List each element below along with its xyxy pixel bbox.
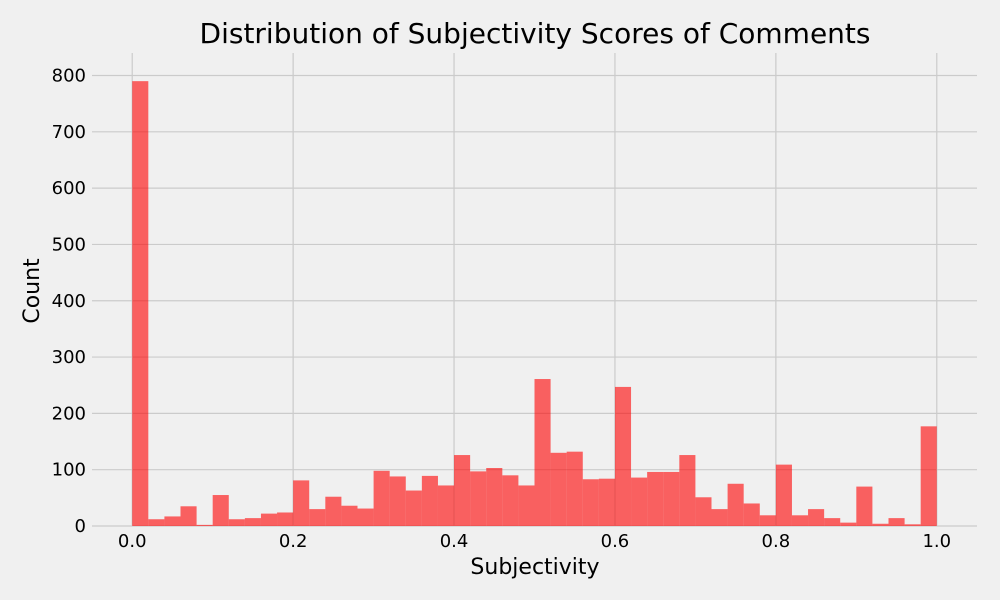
histogram-bar bbox=[663, 471, 680, 526]
histogram-bar bbox=[824, 518, 841, 526]
histogram-bar bbox=[711, 509, 728, 526]
histogram-bar bbox=[277, 512, 294, 526]
x-tick-label: 1.0 bbox=[922, 531, 951, 552]
histogram-bar bbox=[260, 513, 278, 526]
histogram-bar bbox=[904, 524, 921, 526]
y-tick-label: 500 bbox=[52, 234, 86, 255]
histogram-bar bbox=[164, 516, 181, 526]
y-tick-label: 0 bbox=[75, 516, 86, 537]
histogram-bars bbox=[132, 81, 937, 527]
histogram-bar bbox=[502, 475, 519, 526]
histogram-bar bbox=[470, 471, 487, 526]
histogram-bar bbox=[856, 486, 873, 526]
y-tick-label: 800 bbox=[52, 66, 86, 87]
x-tick-label: 0.8 bbox=[762, 531, 791, 552]
histogram-bar bbox=[614, 386, 632, 526]
histogram-bar bbox=[631, 477, 648, 526]
histogram-bar bbox=[534, 379, 551, 526]
histogram-bar bbox=[775, 464, 792, 526]
histogram-bar bbox=[373, 470, 390, 526]
histogram-bar bbox=[679, 455, 696, 526]
y-tick-label: 400 bbox=[52, 291, 86, 312]
histogram-bar bbox=[325, 496, 342, 526]
histogram-bar bbox=[148, 519, 165, 526]
histogram-bar bbox=[791, 515, 809, 526]
histogram-bar bbox=[421, 475, 438, 526]
histogram-bar bbox=[695, 497, 712, 526]
histogram-bar bbox=[582, 479, 599, 526]
histogram-bar bbox=[840, 522, 857, 526]
histogram-bar bbox=[341, 505, 358, 526]
histogram-bar bbox=[888, 518, 905, 526]
x-tick-label: 0.6 bbox=[601, 531, 630, 552]
y-tick-label: 600 bbox=[52, 178, 86, 199]
x-tick-label: 0.4 bbox=[440, 531, 469, 552]
histogram-bar bbox=[566, 451, 583, 526]
histogram-bar bbox=[437, 485, 455, 526]
y-tick-label: 200 bbox=[52, 403, 86, 424]
x-tick-label: 0.2 bbox=[279, 531, 308, 552]
histogram-bar bbox=[743, 503, 760, 526]
histogram-bar bbox=[389, 476, 406, 526]
histogram-bar bbox=[293, 480, 310, 526]
histogram-bar bbox=[808, 509, 825, 526]
histogram-bar bbox=[244, 518, 261, 526]
histogram-bar bbox=[727, 483, 744, 526]
tick-labels: 0.0 0.2 0.4 0.6 0.8 1.0 0 100 200 300 400 500 600 700… bbox=[52, 66, 951, 552]
y-axis-label: Count bbox=[20, 258, 45, 324]
histogram-bar bbox=[598, 478, 615, 526]
histogram-bar bbox=[550, 452, 567, 526]
histogram-bar bbox=[228, 519, 245, 526]
histogram-bar bbox=[196, 524, 213, 526]
histogram-bar bbox=[872, 523, 889, 526]
histogram-bar bbox=[180, 506, 197, 526]
x-tick-label: 0.0 bbox=[118, 531, 147, 552]
histogram-bar bbox=[132, 81, 149, 527]
histogram-bar bbox=[454, 455, 471, 526]
histogram-bar bbox=[405, 490, 422, 526]
histogram-bar bbox=[212, 495, 229, 526]
y-tick-label: 100 bbox=[52, 460, 86, 481]
histogram-bar bbox=[518, 485, 535, 526]
chart-title: Distribution of Subjectivity Scores of C… bbox=[200, 17, 871, 50]
histogram-bar bbox=[309, 509, 326, 526]
grid-lines bbox=[92, 53, 977, 527]
y-tick-label: 700 bbox=[52, 122, 86, 143]
histogram-bar bbox=[357, 508, 374, 526]
histogram-bar bbox=[920, 426, 937, 526]
histogram-bar bbox=[759, 515, 776, 526]
x-axis-label: Subjectivity bbox=[470, 555, 599, 580]
y-tick-label: 300 bbox=[52, 347, 86, 368]
histogram-bar bbox=[647, 471, 664, 526]
histogram-bar bbox=[486, 468, 503, 526]
